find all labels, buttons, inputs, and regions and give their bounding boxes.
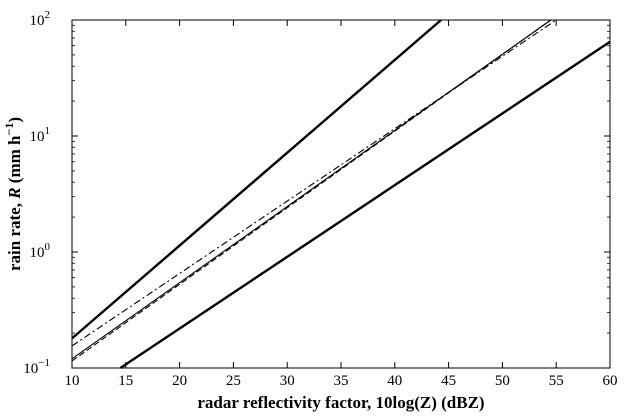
x-axis-ticks: 10 15 20 25 30 35 40 45 50 55 60 [65,20,618,389]
series-line-5 [119,40,611,369]
y-tick-base: 10 [30,13,45,29]
y-tick-label: 101 [30,125,51,145]
y-axis-label: rain rate, R (mm h−1) [2,117,24,271]
series-line-4 [71,19,557,347]
x-tick-label: 60 [603,373,618,389]
x-tick-label: 10 [65,373,80,389]
x-tick-label: 30 [280,373,295,389]
x-tick-label: 15 [118,373,133,389]
x-tick-label: 35 [334,373,349,389]
y-tick-exponent: −1 [38,357,50,369]
x-tick-label: 40 [387,373,402,389]
y-tick-exponent: 2 [45,9,51,21]
y-axis-label-symbol: R [5,187,24,199]
y-axis-label-exponent: −1 [2,123,16,136]
y-tick-exponent: 0 [45,241,51,253]
y-tick-exponent: 1 [45,125,51,137]
series-line-1 [71,19,442,340]
x-tick-label: 20 [172,373,187,389]
y-tick-base: 10 [30,129,45,145]
plot-area [71,19,611,369]
x-tick-label: 25 [226,373,241,389]
x-axis-label: radar reflectivity factor, 10log(Z) (dBZ… [197,393,484,412]
y-tick-label: 100 [30,241,51,261]
series-layer [71,19,611,369]
y-axis-label-close: ) [5,117,24,123]
y-tick-base: 10 [30,245,45,261]
y-tick-label: 102 [30,9,51,29]
x-tick-label: 55 [549,373,564,389]
y-tick-label: 10−1 [23,357,50,377]
y-axis-label-units: (mm h [5,135,24,187]
y-tick-base: 10 [23,361,38,377]
y-axis-label-prefix: rain rate, [5,199,24,271]
x-tick-label: 50 [495,373,510,389]
x-tick-label: 45 [441,373,456,389]
